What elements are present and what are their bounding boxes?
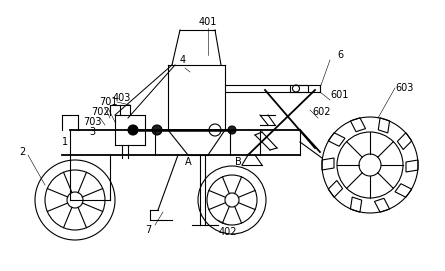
Text: 3: 3 (89, 127, 95, 137)
Text: 703: 703 (83, 117, 101, 127)
Text: 601: 601 (331, 90, 349, 100)
Text: 1: 1 (62, 137, 68, 147)
Text: 402: 402 (219, 227, 237, 237)
Circle shape (67, 192, 83, 208)
Circle shape (228, 126, 236, 134)
Text: 403: 403 (113, 93, 131, 103)
Circle shape (128, 125, 138, 135)
Text: 2: 2 (19, 147, 25, 157)
Text: 701: 701 (99, 97, 117, 107)
Text: B: B (235, 157, 241, 167)
Circle shape (225, 193, 239, 207)
Text: 6: 6 (337, 50, 343, 60)
Text: 401: 401 (199, 17, 217, 27)
Text: 7: 7 (145, 225, 151, 235)
Text: 702: 702 (91, 107, 109, 117)
Text: 4: 4 (180, 55, 186, 65)
Text: 602: 602 (313, 107, 331, 117)
Bar (290, 85, 308, 92)
Text: A: A (185, 157, 191, 167)
Circle shape (152, 125, 162, 135)
Text: 603: 603 (396, 83, 414, 93)
